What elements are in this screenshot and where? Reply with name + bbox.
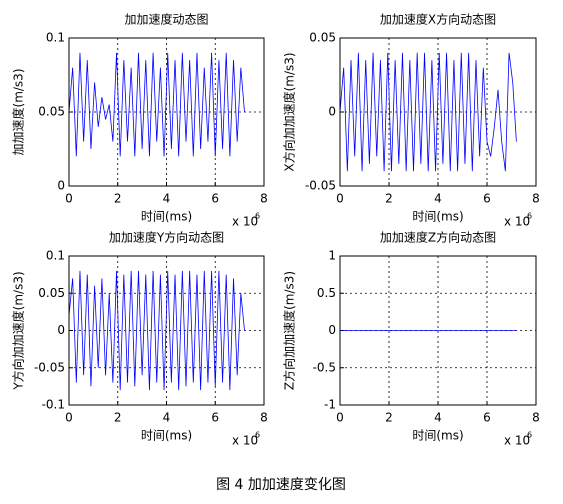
y-tick-label: 0.1 <box>46 31 65 45</box>
y-tick-label: 0 <box>328 105 336 119</box>
x-tick-label: 0 <box>336 411 344 425</box>
x-tick-label: 0 <box>336 192 344 206</box>
x-offset-text: x 10 <box>504 215 530 229</box>
x-axis-label: 时间(ms) <box>412 210 463 224</box>
y-tick-label: 0.05 <box>38 286 65 300</box>
x-axis-label: 时间(ms) <box>141 429 192 443</box>
y-axis-label: Z方向加加速度(m/s3) <box>282 271 297 390</box>
y-tick-label: -0.5 <box>313 360 336 374</box>
y-axis-label: 加加速度(m/s3) <box>11 69 26 156</box>
y-tick-label: -0.05 <box>305 179 336 193</box>
x-offset-text: x 10 <box>232 215 258 229</box>
y-axis-label: X方向加加速度(m/s3) <box>282 52 297 171</box>
chart-title: 加加速度X方向动态图 <box>380 12 496 27</box>
x-axis-label: 时间(ms) <box>141 210 192 224</box>
x-tick-label: 4 <box>434 411 442 425</box>
x-tick-label: 2 <box>114 411 122 425</box>
x-tick-label: 4 <box>163 411 171 425</box>
y-tick-label: 0 <box>57 179 65 193</box>
x-tick-label: 0 <box>65 192 73 206</box>
x-offset-exp: 6 <box>527 431 532 440</box>
x-tick-label: 6 <box>211 411 219 425</box>
axes-box <box>68 255 265 406</box>
y-tick-label: 1 <box>328 249 336 263</box>
y-tick-label: 0 <box>328 323 336 337</box>
x-offset-exp: 6 <box>255 431 260 440</box>
data-line <box>339 52 517 172</box>
y-tick-label: 0.5 <box>317 286 336 300</box>
x-tick-label: 8 <box>260 411 268 425</box>
chart-title: 加加速度Y方向动态图 <box>109 230 224 245</box>
y-tick-label: 0.05 <box>309 31 336 45</box>
x-tick-label: 2 <box>385 411 393 425</box>
y-tick-label: 0.05 <box>38 105 65 119</box>
chart-title: 加加速度动态图 <box>124 12 208 27</box>
figure-caption: 图 4 加加速度变化图 <box>216 477 346 493</box>
y-tick-label: 0 <box>57 323 65 337</box>
y-tick-label: 0.1 <box>46 249 65 263</box>
x-tick-label: 2 <box>385 192 393 206</box>
data-line <box>68 270 245 391</box>
y-tick-label: -0.05 <box>34 360 65 374</box>
x-tick-label: 4 <box>434 192 442 206</box>
axes-box <box>339 37 537 187</box>
x-tick-label: 4 <box>163 192 171 206</box>
axes-box <box>339 255 537 406</box>
x-tick-label: 0 <box>65 411 73 425</box>
axes-box <box>68 37 265 187</box>
x-offset-exp: 6 <box>527 212 532 221</box>
data-line <box>68 52 245 157</box>
x-tick-label: 6 <box>211 192 219 206</box>
x-tick-label: 6 <box>483 192 491 206</box>
x-axis-label: 时间(ms) <box>412 429 463 443</box>
x-tick-label: 8 <box>532 411 540 425</box>
y-tick-label: -1 <box>324 398 336 412</box>
x-tick-label: 8 <box>260 192 268 206</box>
x-offset-exp: 6 <box>255 212 260 221</box>
y-axis-label: Y方向加加速度(m/s3) <box>11 271 26 390</box>
x-offset-text: x 10 <box>504 434 530 448</box>
chart-title: 加加速度Z方向动态图 <box>380 230 496 245</box>
x-tick-label: 6 <box>483 411 491 425</box>
y-tick-label: -0.1 <box>42 398 65 412</box>
x-tick-label: 8 <box>532 192 540 206</box>
x-tick-label: 2 <box>114 192 122 206</box>
x-offset-text: x 10 <box>232 434 258 448</box>
